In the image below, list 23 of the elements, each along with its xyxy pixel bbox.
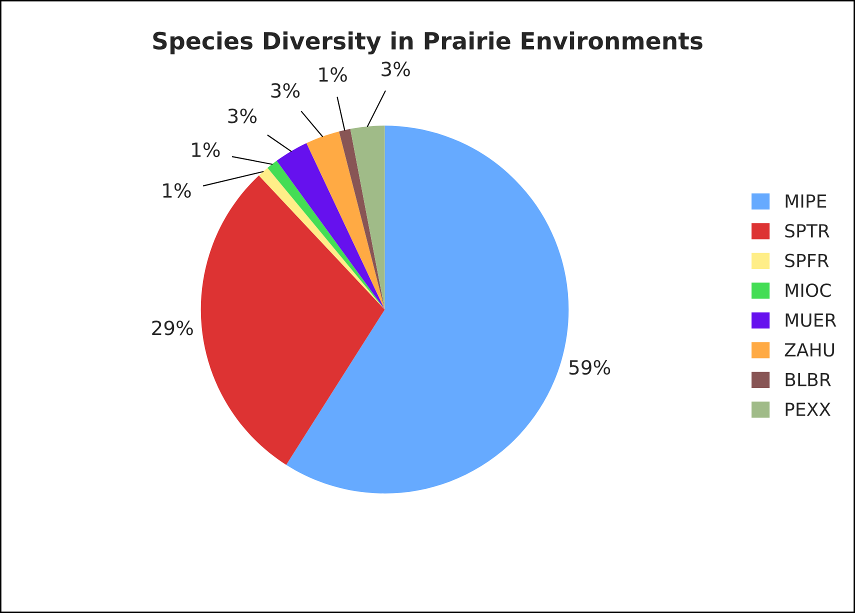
data-label: 3% [271, 83, 300, 98]
legend-label: SPTR [785, 224, 830, 238]
legend-label: SPFR [785, 254, 829, 268]
legend-label: MUER [786, 313, 836, 327]
pie-slice [200, 176, 385, 465]
legend-label: MIPE [786, 194, 826, 208]
data-label: 59% [569, 360, 610, 375]
pie-slice [286, 126, 569, 494]
legend-label: BLBR [786, 372, 831, 386]
pie-slice [276, 143, 385, 310]
data-label: 3% [228, 108, 257, 124]
pie-slice [339, 128, 385, 310]
data-label: 1% [192, 142, 220, 158]
chart-title: Species Diversity in Prairie Environments [153, 31, 702, 54]
pie-slice [306, 131, 385, 310]
data-label: 3% [382, 62, 410, 76]
legend-label: MIOC [786, 283, 831, 298]
data-label: 1% [319, 67, 347, 82]
data-label: 29% [152, 320, 193, 336]
pie-slice [350, 126, 385, 310]
legend-label: PEXX [786, 402, 831, 416]
legend-label: ZAHU [784, 343, 834, 357]
data-label: 1% [163, 183, 191, 198]
